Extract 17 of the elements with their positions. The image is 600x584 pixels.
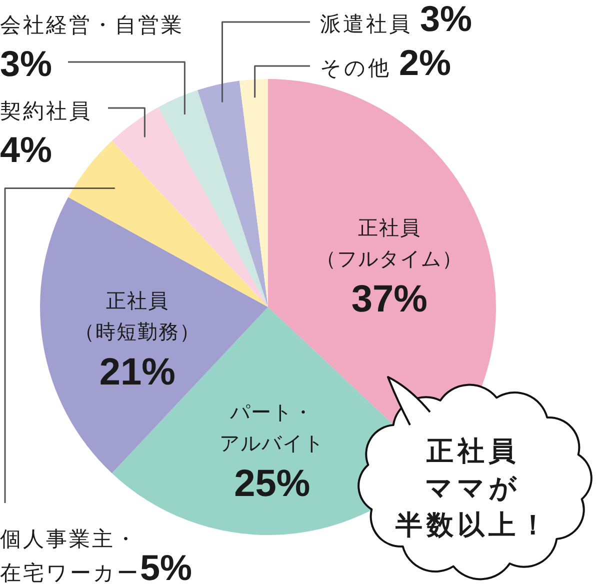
slice-label: パート・アルバイト (220, 402, 325, 456)
slice-label: 正社員（時短勤務） (74, 290, 200, 344)
data-label: 21% (99, 352, 176, 394)
slice-label: その他 (320, 57, 391, 80)
data-label: 37% (351, 278, 428, 320)
data-label: 5% (140, 547, 192, 584)
slice-label: 正社員（フルタイム） (316, 217, 463, 270)
data-label: 2% (399, 42, 452, 83)
slice-label: 会社経営・自営業 (0, 14, 184, 37)
slice-label: 個人事業主・在宅ワーカー (0, 528, 140, 584)
data-label: 3% (0, 43, 52, 84)
data-label: 3% (420, 0, 472, 39)
annotation: 正社員ママが半数以上！ (396, 436, 550, 540)
data-label: 25% (234, 463, 310, 506)
slice-label: 契約社員 (0, 100, 92, 123)
slice-label: 派遣社員 (320, 13, 412, 36)
data-label: 4% (0, 129, 52, 170)
